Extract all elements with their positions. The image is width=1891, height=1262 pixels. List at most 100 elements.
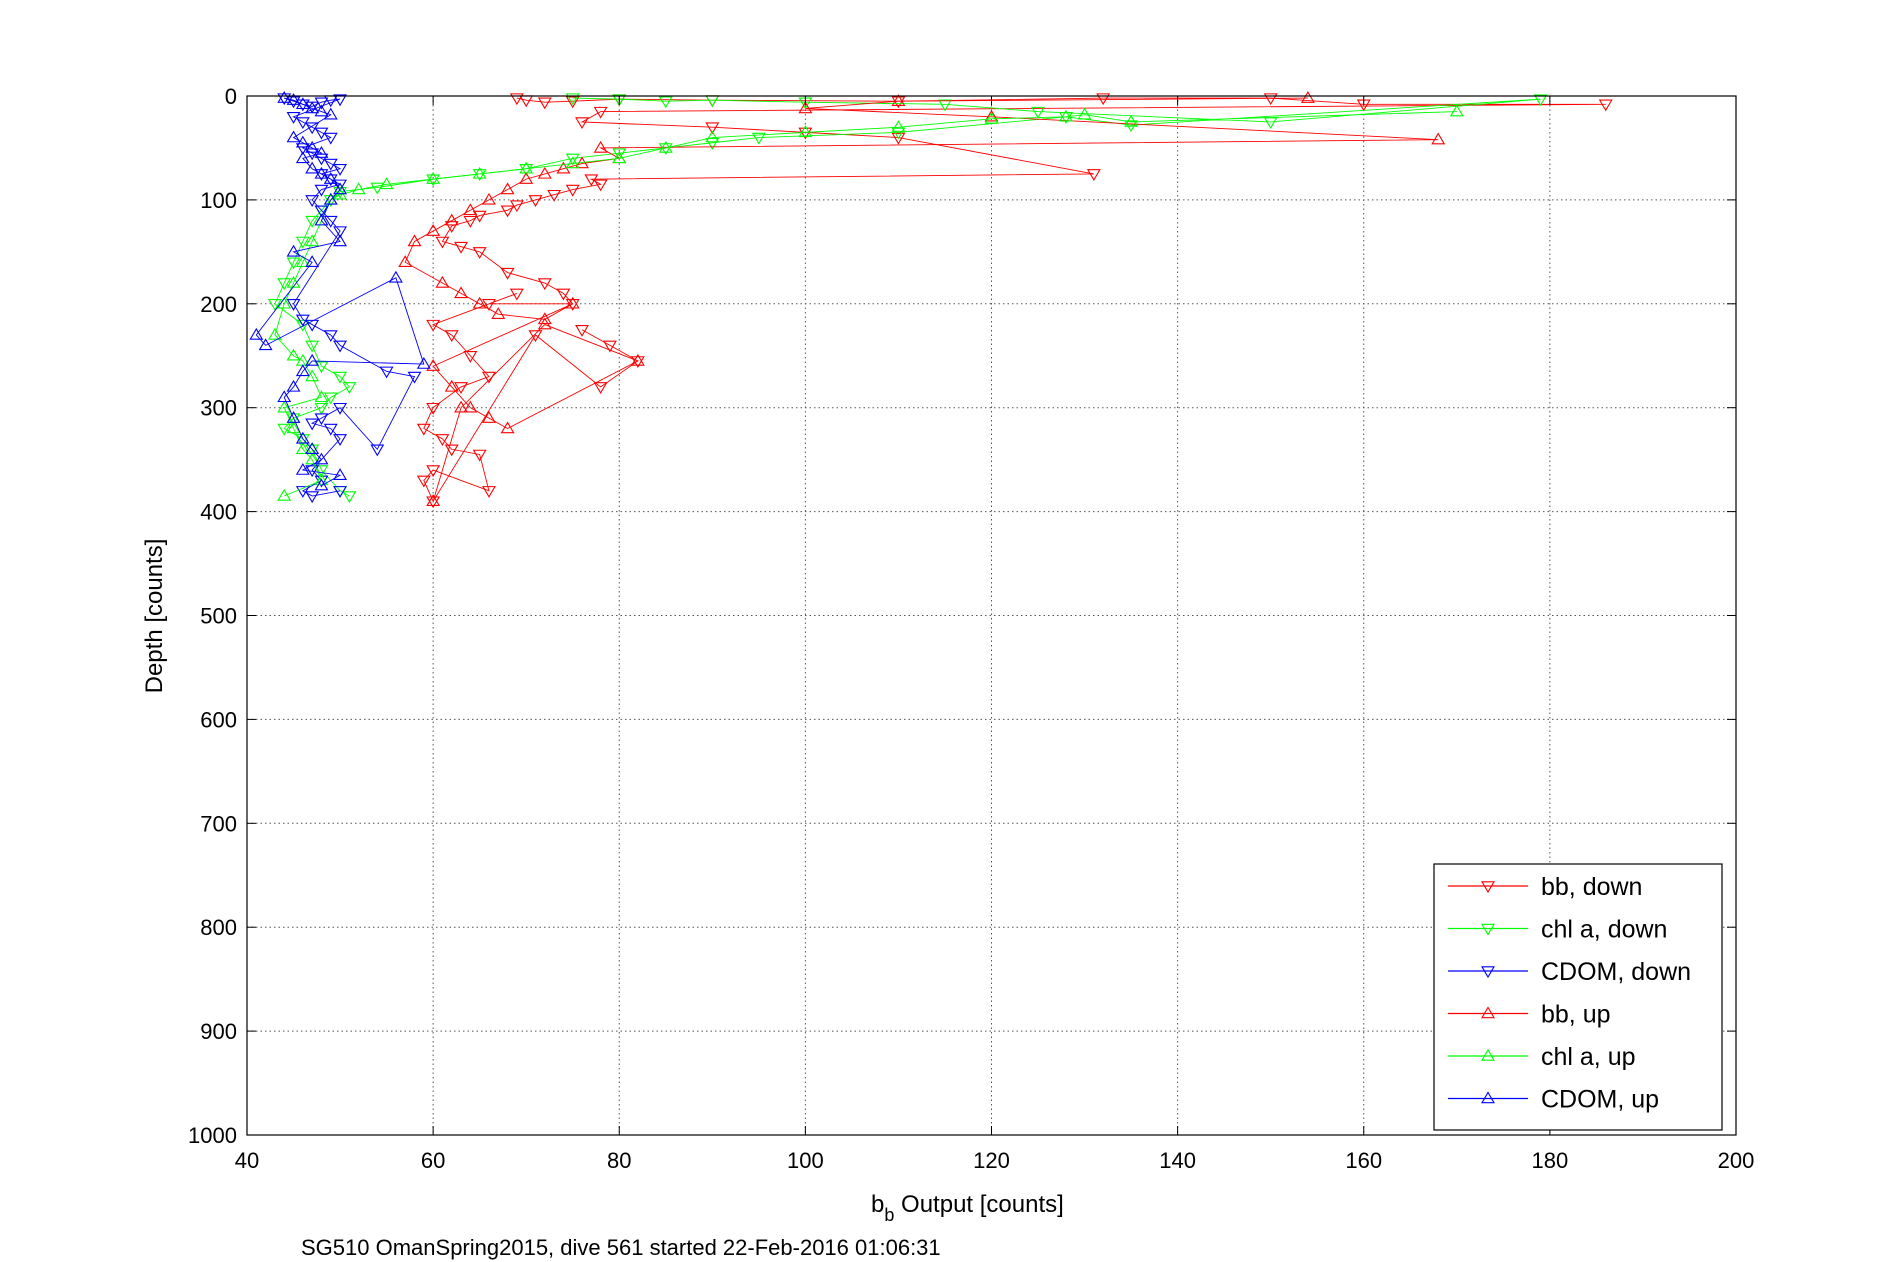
data-point: [314, 452, 329, 465]
data-point: [658, 96, 673, 109]
data-point: [286, 93, 301, 105]
data-point: [565, 93, 580, 106]
data-point: [295, 255, 310, 267]
data-point: [333, 226, 348, 239]
data-point: [286, 244, 301, 257]
data-point: [314, 104, 329, 117]
data-point: [454, 241, 469, 254]
data-point: [537, 312, 552, 325]
data-point: [751, 132, 766, 145]
data-point: [305, 215, 320, 228]
data-point: [938, 99, 952, 112]
data-point: [1086, 169, 1101, 182]
x-tick-label: 160: [1345, 1148, 1382, 1173]
x-tick-label: 80: [607, 1148, 631, 1173]
data-point: [277, 488, 292, 501]
data-point: [267, 299, 282, 311]
data-point: [305, 161, 320, 174]
data-point: [305, 101, 320, 114]
data-point: [705, 122, 720, 135]
data-point: [305, 353, 320, 366]
data-point: [1031, 106, 1045, 119]
data-point: [426, 319, 441, 332]
data-point: [444, 221, 459, 233]
data-point: [547, 189, 562, 202]
data-point: [314, 166, 329, 179]
legend-swatch-marker: [1481, 881, 1495, 894]
data-point: [323, 392, 338, 405]
data-point: [1058, 109, 1073, 122]
dive-caption: SG510 OmanSpring2015, dive 561 started 2…: [301, 1235, 941, 1260]
data-point: [277, 90, 292, 103]
data-point: [305, 195, 320, 207]
data-point: [305, 319, 320, 332]
x-tick-label: 180: [1532, 1148, 1569, 1173]
data-point: [519, 172, 534, 184]
data-point: [612, 94, 627, 107]
data-point: [305, 140, 320, 153]
series-cdom-down: [277, 93, 422, 504]
data-point: [537, 166, 552, 179]
data-point: [295, 364, 310, 377]
data-point: [426, 359, 441, 371]
data-point: [565, 184, 580, 197]
data-point: [463, 400, 478, 413]
data-point: [426, 172, 441, 184]
data-point: [482, 192, 496, 205]
data-point: [1431, 132, 1446, 145]
data-point: [500, 182, 515, 195]
data-point: [314, 213, 329, 226]
data-point: [286, 130, 301, 143]
data-point: [407, 234, 422, 247]
data-point: [593, 140, 608, 153]
data-point: [891, 120, 906, 132]
data-point: [286, 257, 301, 270]
x-tick-label: 120: [973, 1148, 1010, 1173]
data-point: [565, 156, 580, 169]
data-point: [537, 278, 552, 291]
data-point: [323, 215, 338, 228]
data-point: [798, 125, 813, 138]
data-point: [305, 442, 320, 455]
data-point: [1533, 94, 1548, 107]
data-point: [1449, 104, 1464, 117]
data-point: [333, 94, 348, 107]
legend-entry-label: CDOM, down: [1541, 958, 1691, 986]
data-point: [426, 174, 441, 187]
series-line: [255, 97, 425, 487]
data-point: [267, 327, 282, 340]
x-tick-label: 200: [1718, 1148, 1755, 1173]
legend-entry-label: chl a, down: [1541, 916, 1667, 944]
y-tick-label: 800: [200, 915, 237, 940]
data-point: [482, 299, 496, 311]
data-point: [426, 402, 441, 415]
data-point: [593, 382, 608, 395]
series-line: [274, 97, 1541, 497]
data-point: [333, 468, 348, 480]
data-point: [454, 286, 469, 299]
y-tick-label: 100: [200, 188, 237, 213]
data-point: [705, 130, 720, 143]
data-point: [323, 172, 338, 184]
data-point: [575, 325, 589, 337]
legend-swatch-marker: [1481, 1048, 1495, 1061]
data-point: [305, 255, 320, 267]
data-point: [630, 353, 645, 366]
y-tick-label: 300: [200, 396, 237, 421]
data-point: [537, 317, 552, 330]
series-cdom-up: [249, 90, 431, 491]
data-point: [333, 179, 348, 192]
data-point: [258, 338, 273, 351]
data-point: [286, 379, 301, 392]
data-point: [454, 400, 469, 413]
data-point: [323, 423, 338, 436]
data-point: [454, 382, 469, 395]
x-tick-label: 40: [235, 1148, 259, 1173]
data-point: [351, 182, 366, 195]
data-point: [305, 491, 320, 504]
data-point: [333, 371, 348, 384]
data-point: [295, 434, 310, 446]
data-point: [314, 146, 329, 158]
data-point: [295, 135, 310, 148]
data-point: [575, 117, 589, 130]
